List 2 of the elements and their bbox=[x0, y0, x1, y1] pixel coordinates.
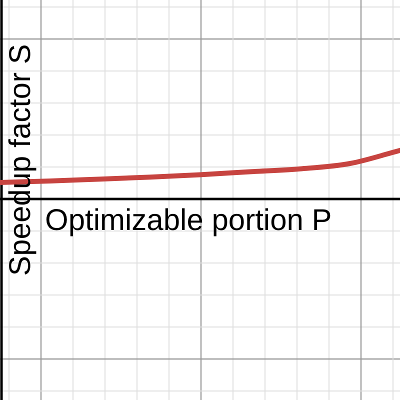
y-axis-title: Speedup factor S bbox=[4, 44, 37, 276]
x-axis-title: Optimizable portion P bbox=[45, 204, 332, 238]
